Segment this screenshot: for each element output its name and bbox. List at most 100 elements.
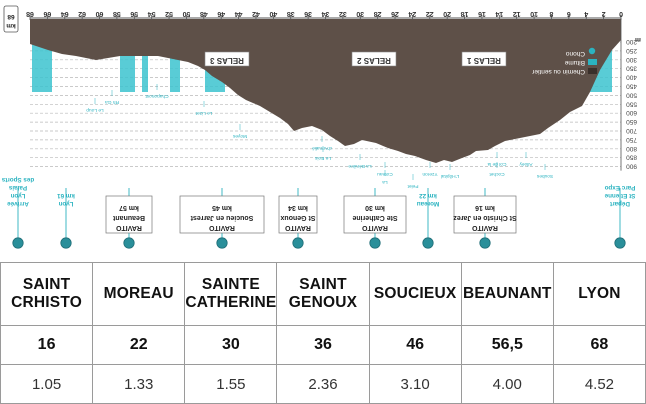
- elevation-tick-label: 500: [626, 91, 637, 98]
- km-tick-label: 28: [374, 10, 382, 17]
- km-tick-label: 56: [130, 10, 138, 17]
- stop-marker-icon: [216, 237, 228, 249]
- stop-label: St Christo en Jarez: [453, 214, 517, 221]
- km-tick-label: 16: [478, 10, 486, 17]
- checkpoint-name: SOUCIEUX: [373, 285, 457, 302]
- stop-label: Soucieu en Jarrest: [190, 214, 253, 221]
- km-unit-box: [3, 5, 19, 33]
- ravito-box: [453, 195, 517, 234]
- stop-label: RAVITO: [472, 224, 498, 231]
- place-label: Moyes: [232, 133, 247, 139]
- x-axis-unit: km: [6, 22, 16, 29]
- checkpoint-time-row: 1.05 1.33 1.55 2.36 3.10 4.00 4.52: [0, 364, 646, 404]
- legend-label: Bitume: [564, 59, 585, 66]
- km-tick-label: 18: [461, 10, 469, 17]
- stop-marker-icon: [123, 237, 135, 249]
- checkpoint-name: CATHERINE: [185, 294, 277, 311]
- axis-units: km 6 8 m: [3, 5, 641, 43]
- checkpoint-time: 1.33: [92, 364, 186, 404]
- elevation-tick-label: 450: [626, 83, 637, 90]
- stop-label: km 45: [212, 204, 232, 211]
- checkpoint-km: 46: [368, 325, 462, 365]
- checkpoint-name: BEAUNANT: [462, 285, 552, 302]
- km-tick-label: 8: [549, 10, 553, 17]
- km-tick-label: 66: [43, 10, 51, 17]
- ravito-box: [278, 195, 318, 234]
- place-label: Le Loup: [86, 107, 104, 113]
- place-label: La: [382, 179, 388, 185]
- relay-box: [351, 51, 397, 67]
- km-tick-label: 30: [356, 10, 364, 17]
- relay-box: [461, 51, 507, 67]
- checkpoint-time: 4.52: [552, 364, 646, 404]
- checkpoint-table: SAINT CRHISTO MOREAU SAINTE CATHERINE SAIN…: [0, 262, 646, 404]
- terrain-silhouette: [30, 19, 621, 163]
- checkpoint-km: 16: [0, 325, 94, 365]
- km-tick-label: 20: [443, 10, 451, 17]
- elevation-tick-label: 850: [626, 154, 637, 161]
- elevation-tick-label: 250: [626, 47, 637, 54]
- km-tick-label: 38: [287, 10, 295, 17]
- terrain-area: [30, 19, 621, 163]
- relay-label: RELAS 2: [357, 56, 391, 65]
- checkpoint-name: SAINT: [299, 276, 347, 293]
- teal-swatch-icon: [588, 59, 597, 65]
- checkpoint-name-cell: SAINTE CATHERINE: [184, 262, 278, 326]
- stop-label: RAVITO: [362, 224, 388, 231]
- stop-label: Beaunant: [112, 214, 145, 221]
- km-tick-label: 26: [391, 10, 399, 17]
- stop-label: Palais: [8, 184, 27, 191]
- place-label: Yzeron: [422, 171, 438, 177]
- ravito-box: [105, 195, 153, 234]
- place-label: Le Bois: [314, 155, 331, 161]
- stop-label: km 16: [475, 204, 495, 211]
- relay-label: RELAS 1: [467, 56, 501, 65]
- checkpoint-name-cell: SOUCIEUX: [368, 262, 462, 326]
- km-tick-label: 4: [584, 10, 588, 17]
- checkpoint-km: 22: [92, 325, 186, 365]
- stop-label: km 57: [119, 204, 139, 211]
- km-tick-label: 24: [408, 10, 416, 17]
- km-tick-label: 10: [530, 10, 538, 17]
- km-tick-label: 22: [426, 10, 434, 17]
- checkpoint-name-cell: MOREAU: [92, 262, 186, 326]
- relay-labels: RELAS 1 RELAS 2 RELAS 3: [204, 51, 507, 67]
- km-tick-label: 12: [513, 10, 521, 17]
- stop-label: des Sports: [1, 176, 34, 183]
- checkpoint-name: GENOUX: [288, 294, 358, 311]
- checkpoint-name: MOREAU: [103, 285, 174, 302]
- elevation-tick-label: 700: [626, 127, 637, 134]
- stop-label: Moreau: [417, 200, 440, 207]
- stop-marker-icon: [422, 237, 434, 249]
- km-tick-label: 6: [567, 10, 571, 17]
- place-label: Le Lizet: [195, 110, 212, 116]
- stop-marker-icon: [292, 237, 304, 249]
- checkpoint-time: 1.55: [184, 364, 278, 404]
- km-tick-label: 14: [495, 10, 503, 17]
- stop-label: RAVITO: [209, 224, 235, 231]
- stop-label: Ste Catherine: [352, 214, 397, 221]
- km-tick-label: 64: [61, 10, 69, 17]
- y-axis-unit: m: [635, 36, 641, 43]
- checkpoint-km: 36: [276, 325, 370, 365]
- checkpoint-km: 30: [184, 325, 278, 365]
- km-tick-label: 40: [269, 10, 277, 17]
- ravito-box: [343, 195, 407, 234]
- stop-label: km 61: [57, 192, 75, 199]
- km-tick-label: 2: [602, 10, 606, 17]
- relay-box: [204, 51, 250, 67]
- legend-label: Chemin ou sentier: [531, 68, 585, 75]
- checkpoint-name: SAINT: [22, 276, 71, 293]
- ravito-box: [179, 195, 265, 234]
- checkpoint-name: LYON: [578, 285, 621, 302]
- km-tick-label: 42: [252, 10, 260, 17]
- place-label: d'Armalié: [312, 145, 332, 151]
- stop-marker-icon: [479, 237, 491, 249]
- elevation-tick-label: 200: [626, 38, 637, 45]
- stop-label: St Genoux: [280, 214, 315, 221]
- stop-marker-icon: [614, 237, 626, 249]
- elevation-tick-label: 400: [626, 74, 637, 81]
- elevation-tick-label: 600: [626, 109, 637, 116]
- checkpoint-km: 56,5: [460, 325, 554, 365]
